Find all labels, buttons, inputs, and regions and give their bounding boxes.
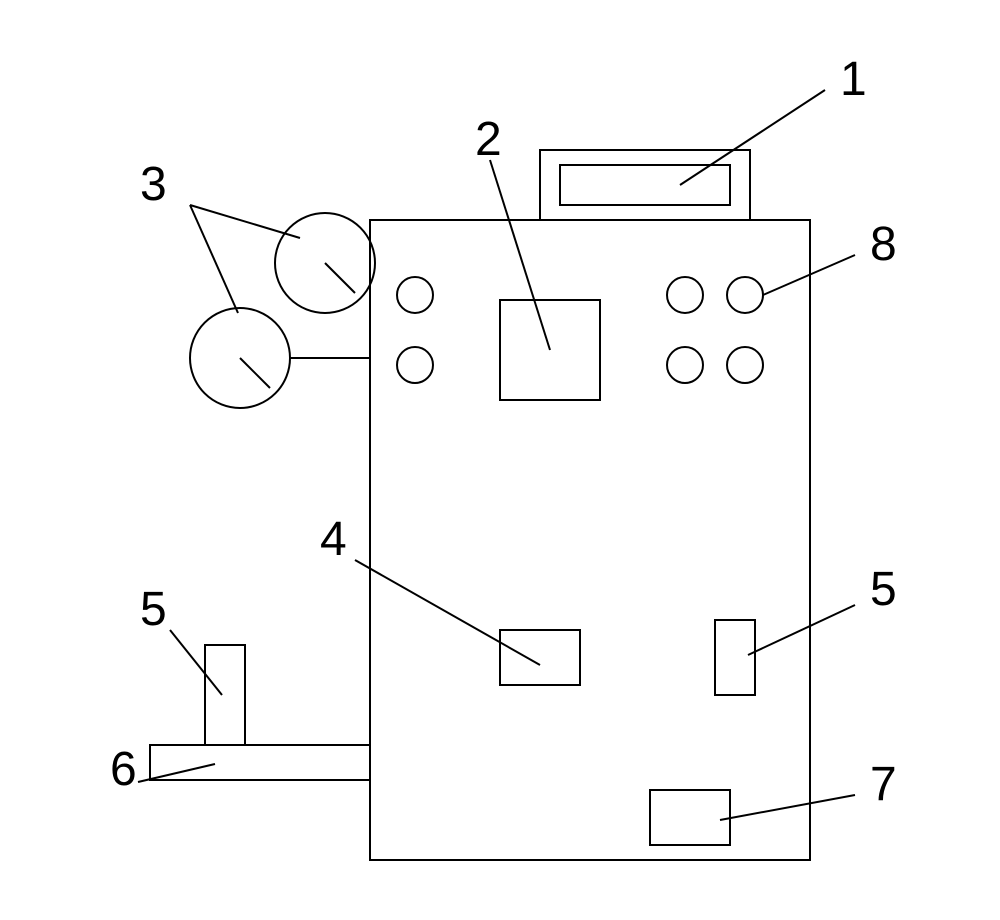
panel-indicator-1: [397, 347, 433, 383]
gauge-tick-0: [325, 263, 355, 293]
external-bar: [150, 745, 370, 780]
panel-indicator-0: [397, 277, 433, 313]
panel-rect-rect7: [650, 790, 730, 845]
label-1: 1: [840, 53, 867, 106]
panel-rect-rect4: [500, 630, 580, 685]
leader-0: [680, 90, 825, 185]
label-3: 3: [140, 158, 167, 211]
leader-3: [190, 205, 238, 313]
label-7: 7: [870, 758, 897, 811]
leader-4: [355, 560, 540, 665]
panel-rect-rect5: [715, 620, 755, 695]
technical-diagram: 1 2 3 4 5 5 6 7 8: [0, 0, 1000, 920]
panel-indicator-2: [667, 277, 703, 313]
label-5a: 5: [140, 583, 167, 636]
leader-2: [190, 205, 300, 238]
label-6: 6: [110, 743, 137, 796]
leader-6: [748, 605, 855, 655]
leader-5: [170, 630, 222, 695]
label-4: 4: [320, 513, 347, 566]
panel-indicator-4: [667, 347, 703, 383]
label-5b: 5: [870, 563, 897, 616]
leader-8: [720, 795, 855, 820]
label-8: 8: [870, 218, 897, 271]
display-inner: [560, 165, 730, 205]
main-body: [370, 220, 810, 860]
external-stick: [205, 645, 245, 745]
gauge-tick-1: [240, 358, 270, 388]
panel-indicator-5: [727, 347, 763, 383]
label-2: 2: [475, 113, 502, 166]
panel-indicator-3: [727, 277, 763, 313]
